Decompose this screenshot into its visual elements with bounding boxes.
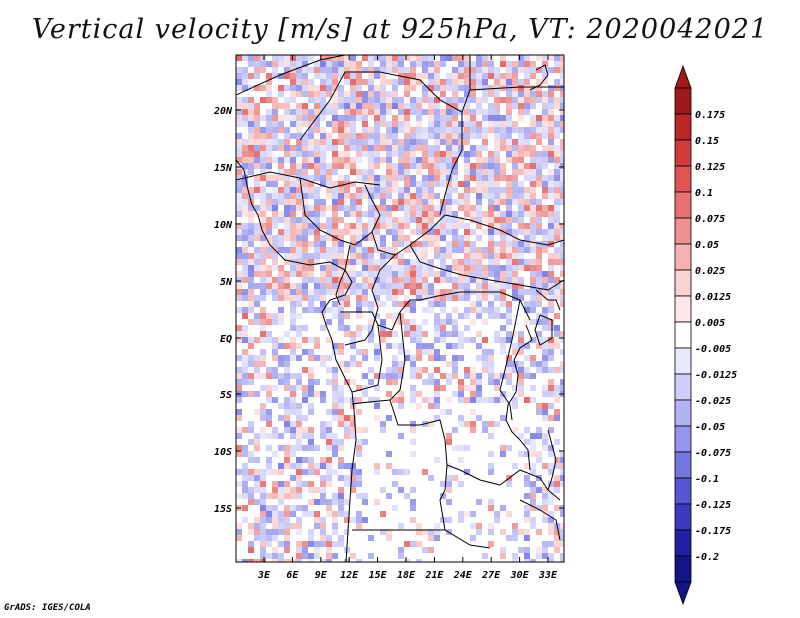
colorbar-swatch [674,243,692,271]
latitude-axis: 20N 15N 10N 5N EQ 5S 10S 15S [213,106,564,515]
lon-label: 15E [369,570,388,581]
lon-label: 6E [286,570,299,581]
colorbar-bottom-arrow [674,581,692,606]
colorbar-label: -0.125 [695,500,731,511]
colorbar-label: -0.2 [695,552,719,563]
lon-label: 33E [538,570,558,581]
colorbar-swatch [674,503,692,531]
colorbar-label: 0.005 [695,318,725,329]
colorbar-label: -0.005 [695,344,731,355]
colorbar-label: -0.05 [695,422,725,433]
colorbar-label: 0.025 [695,266,725,277]
colorbar-swatch [674,425,692,453]
colorbar-swatch [674,87,692,115]
colorbar-label: -0.175 [695,526,731,537]
colorbar-label: -0.075 [695,448,731,459]
colorbar-label: -0.0125 [695,370,737,381]
colorbar-swatch [674,321,692,349]
colorbar-swatch [674,295,692,323]
country-borders [236,55,564,562]
lon-label: 24E [453,570,473,581]
longitude-axis: 3E 6E 9E 12E 15E 18E 21E 24E 27E 30E 33E [257,55,558,581]
colorbar-swatch [674,347,692,375]
colorbar-swatch [674,269,692,297]
colorbar-swatch [674,165,692,193]
colorbar-swatch [674,139,692,167]
velocity-field [236,55,564,562]
colorbar-swatch [674,373,692,401]
colorbar-swatch [674,191,692,219]
lon-label: 3E [257,570,271,581]
colorbar-label: 0.125 [695,162,725,173]
colorbar-label: 0.1 [695,188,713,199]
chart-title: Vertical velocity [m/s] at 925hPa, VT: 2… [31,14,769,45]
lat-label: EQ [220,334,232,345]
colorbar-swatch [674,477,692,505]
colorbar: 0.175 0.15 0.125 0.1 0.075 0.05 0.025 0.0125 0.0… [674,64,737,606]
colorbar-label: 0.175 [695,110,725,121]
colorbar-swatch [674,217,692,245]
colorbar-label: 0.05 [695,240,719,251]
colorbar-swatch [674,451,692,479]
grads-credit: GrADS: IGES/COLA [4,603,91,613]
lat-label: 15N [214,163,233,174]
map-frame [235,54,565,563]
lat-label: 10S [214,447,232,458]
lon-label: 12E [340,570,359,581]
colorbar-label: -0.025 [695,396,731,407]
colorbar-swatch [674,529,692,557]
lat-label: 15S [214,504,232,515]
lon-label: 9E [315,570,328,581]
lat-label: 5N [220,277,233,288]
lon-label: 27E [481,570,501,581]
lon-label: 30E [510,570,530,581]
lat-label: 10N [214,220,233,231]
lat-label: 5S [220,390,232,401]
colorbar-label: 0.0125 [695,292,731,303]
colorbar-swatch [674,555,692,583]
colorbar-top-arrow [674,64,692,89]
colorbar-swatch [674,113,692,141]
lon-label: 18E [397,570,416,581]
colorbar-swatch [674,399,692,427]
colorbar-label: -0.1 [695,474,719,485]
colorbar-label: 0.075 [695,214,725,225]
colorbar-label: 0.15 [695,136,719,147]
lat-label: 20N [213,106,233,117]
lon-label: 21E [424,570,444,581]
